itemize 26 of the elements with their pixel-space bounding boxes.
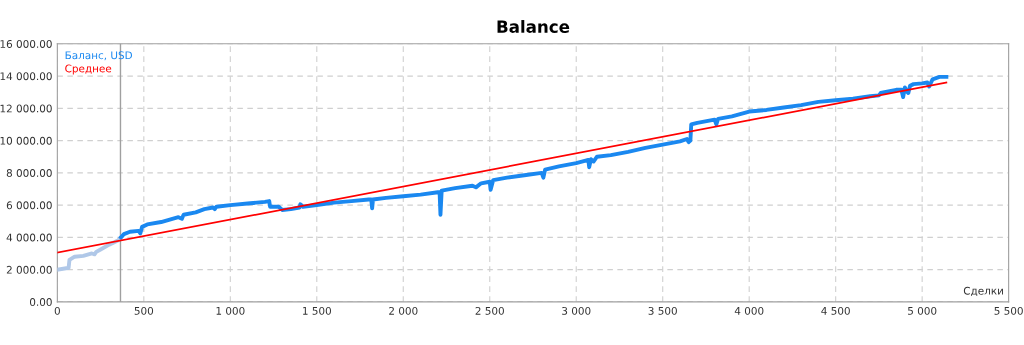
- x-tick-label: 3 500: [648, 306, 677, 315]
- x-axis-title: Сделки: [963, 286, 1003, 296]
- x-tick-label: 1 500: [303, 306, 332, 315]
- x-tick-label: 4 000: [734, 306, 764, 315]
- x-tick-label: 3 000: [562, 306, 591, 315]
- chart-title: Balance: [497, 20, 570, 33]
- y-tick-label: 2 000.00: [6, 265, 52, 274]
- y-tick-label: 6 000.00: [6, 201, 52, 210]
- text: Среднее: [65, 64, 112, 75]
- x-tick-label: 1 000: [216, 306, 245, 315]
- text: Баланс, USD: [65, 51, 133, 61]
- line-series: [119, 74, 949, 240]
- y-tick-label: 10 000.00: [0, 136, 52, 145]
- y-tick-label: 8 000.00: [6, 169, 52, 177]
- y-tick-label: 16 000.00: [0, 40, 52, 48]
- y-tick-label: 4 000.00: [6, 233, 52, 242]
- x-tick-label: 5 000: [908, 306, 937, 315]
- x-tick-label: 2 000: [389, 306, 418, 315]
- x-tick-label: 5 500: [994, 306, 1023, 315]
- y-tick-label: 12 000.00: [0, 104, 52, 113]
- x-tick-label: 4 500: [821, 306, 850, 315]
- y-tick-label: 14 000.00: [0, 72, 52, 81]
- x-tick-label: 2 500: [475, 306, 504, 315]
- x-tick-label: 500: [134, 306, 154, 315]
- y-tick-label: 0.00: [29, 298, 52, 306]
- x-tick-label: 0: [54, 306, 60, 315]
